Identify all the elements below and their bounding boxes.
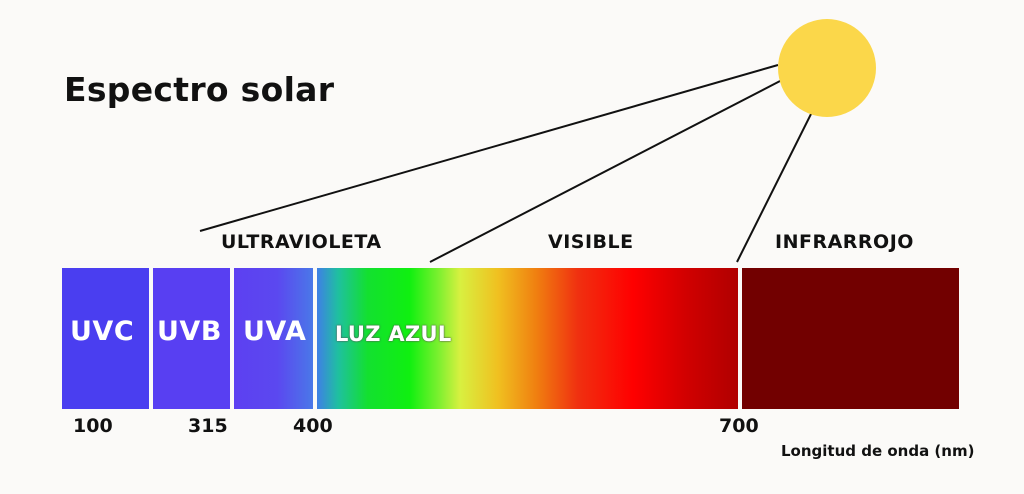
ray-to-infrared — [736, 111, 813, 263]
blue-light-label: LUZ AZUL — [335, 322, 452, 346]
page-title: Espectro solar — [64, 70, 335, 109]
band-uva-label: UVA — [243, 316, 307, 347]
tick-100: 100 — [73, 415, 113, 437]
band-uvb-label: UVB — [157, 316, 222, 347]
ray-to-ultraviolet — [199, 64, 779, 232]
band-uvb — [153, 268, 230, 409]
tick-400: 400 — [293, 415, 333, 437]
band-uvc-label: UVC — [70, 316, 135, 347]
tick-700: 700 — [719, 415, 759, 437]
band-uva — [234, 268, 313, 409]
ray-to-visible — [429, 79, 783, 263]
region-infrared-label: INFRARROJO — [775, 231, 914, 253]
band-uvc — [62, 268, 149, 409]
region-ultraviolet-label: ULTRAVIOLETA — [221, 231, 382, 253]
region-visible-label: VISIBLE — [548, 231, 634, 253]
axis-label: Longitud de onda (nm) — [781, 442, 975, 460]
tick-315: 315 — [188, 415, 228, 437]
sun-icon — [778, 19, 876, 117]
band-visible — [317, 268, 738, 409]
band-infrared — [742, 268, 959, 409]
